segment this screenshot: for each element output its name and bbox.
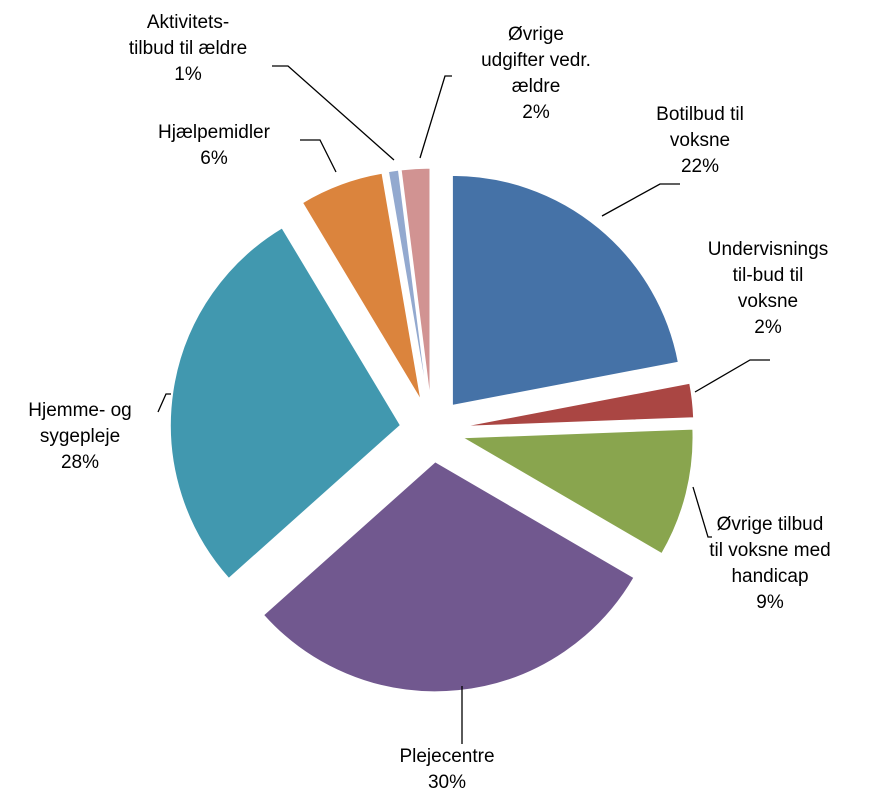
pie-slice-6 [387,169,428,399]
pie-slice-7 [400,167,431,399]
leader-line-2 [692,486,712,538]
slice-label-line-1-0: Undervisnings [708,239,828,260]
slice-label-line-0-1: voksne [670,130,730,151]
pie-slice-3 [262,461,635,693]
slice-label-line-7-0: Øvrige [508,24,564,45]
pie-slice-0 [451,174,679,406]
leader-line-6 [272,65,395,161]
slice-label-0: Botilbud til voksne 22% [656,104,744,177]
pie-slices [169,167,695,693]
slice-label-2: Øvrige tilbud til voksne med handicap 9% [709,514,830,613]
leader-lines [157,65,770,744]
slice-label-line-1-2: voksne [738,291,798,312]
slice-percent-0: 22% [681,156,719,177]
pie-slice-4 [169,227,402,580]
slice-percent-1: 2% [754,317,782,338]
slice-label-line-2-0: Øvrige tilbud [717,514,824,535]
pie-slice-5 [301,172,422,401]
slice-percent-2: 9% [756,592,784,613]
slice-label-7: Øvrige udgifter vedr. ældre 2% [481,24,591,123]
pie-slice-2 [461,428,694,555]
leader-line-7 [419,75,452,159]
slice-label-line-4-1: sygepleje [40,426,120,447]
slice-label-3: Plejecentre 30% [399,746,494,793]
slice-label-line-2-2: handicap [731,566,808,587]
slice-percent-3: 30% [428,772,466,793]
slice-percent-7: 2% [522,102,550,123]
leader-line-0 [601,183,680,217]
slice-label-line-3-0: Plejecentre [399,746,494,767]
leader-line-5 [300,139,337,173]
slice-label-line-5-0: Hjælpemidler [158,122,271,143]
slice-label-5: Hjælpemidler 6% [158,122,271,169]
slice-label-line-6-1: tilbud til ældre [129,38,247,59]
slice-label-line-4-0: Hjemme- og [28,400,131,421]
slice-label-line-6-0: Aktivitets- [147,12,229,33]
slice-label-line-1-1: til-bud til [733,265,804,286]
slice-labels: Botilbud til voksne 22% Undervisnings til-bu… [28,12,830,793]
slice-percent-4: 28% [61,452,99,473]
leader-line-4 [157,393,171,413]
slice-percent-6: 1% [174,64,202,85]
slice-label-1: Undervisnings til-bud til voksne 2% [708,239,828,338]
slice-label-line-2-1: til voksne med [709,540,830,561]
leader-line-1 [694,359,770,393]
slice-label-line-7-2: ældre [512,76,561,97]
slice-label-6: Aktivitets-tilbud til ældre 1% [129,12,247,85]
pie-slice-1 [463,382,695,427]
slice-label-line-7-1: udgifter vedr. [481,50,591,71]
slice-percent-5: 6% [200,148,228,169]
slice-label-4: Hjemme- og sygepleje 28% [28,400,131,473]
slice-label-line-0-0: Botilbud til [656,104,744,125]
